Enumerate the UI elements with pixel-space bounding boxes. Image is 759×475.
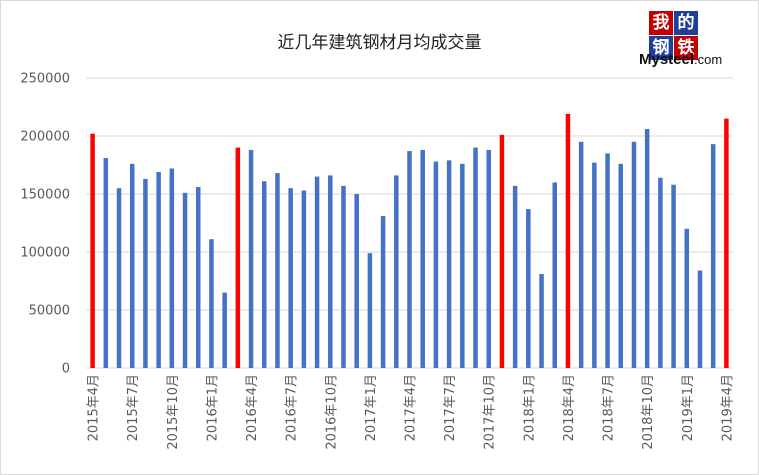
- logo-domain: .com: [694, 52, 723, 67]
- logo-brand: Mysteel: [639, 51, 695, 68]
- mysteel-logo: 我 的 钢 铁 Mysteel.com: [637, 9, 747, 73]
- logo-char-4: 铁: [674, 36, 698, 60]
- logo-char-3: 钢: [649, 36, 673, 60]
- chart-title: 近几年建筑钢材月均成交量: [277, 33, 482, 53]
- logo-wordmark: Mysteel.com: [639, 51, 722, 68]
- logo-char-1: 我: [649, 11, 673, 35]
- logo-char-2: 的: [674, 11, 698, 35]
